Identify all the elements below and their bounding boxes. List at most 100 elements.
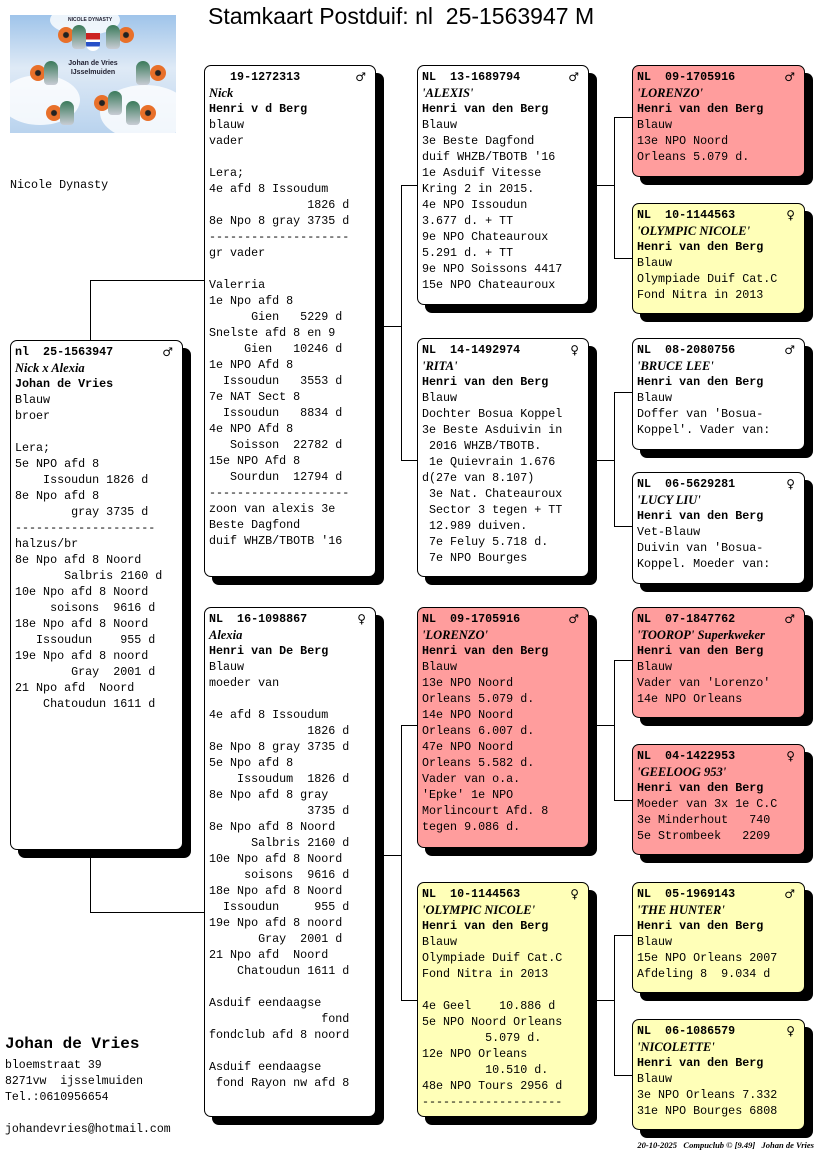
card-line: 9e NPO Soissons 4417 (422, 262, 563, 276)
card-line: Sourdun 12794 d (209, 470, 343, 484)
pigeon-icon (136, 61, 150, 85)
card-line: Fond Nitra in 2013 (422, 967, 549, 981)
male-icon: ♂ (784, 612, 795, 626)
connector-line (614, 526, 632, 527)
connector-line (597, 460, 614, 461)
connector-line (614, 258, 632, 259)
connector-line (384, 326, 401, 327)
connector-line (90, 850, 91, 912)
card-line: Blauw (637, 1072, 673, 1086)
card-line: vader (209, 134, 245, 148)
male-icon: ♂ (784, 887, 795, 901)
card-line: 19e Npo afd 8 noord (15, 649, 149, 663)
ring-number: nl 25-1563947 (15, 345, 114, 359)
card-line: 1e Asduif Vitesse (422, 166, 542, 180)
card-line: blauw (209, 118, 245, 132)
pigeon-name: 'OLYMPIC NICOLE' (637, 224, 751, 238)
card-line: Issoudun 955 d (209, 900, 350, 914)
pedigree-card-dsd: NL 04-1422953 ♀ 'GEELOOG 953' Henri van den… (632, 744, 805, 855)
card-line: 10.510 d. (422, 1063, 549, 1077)
card-line: 5e NPO afd 8 (15, 457, 100, 471)
card-line: 3735 d (209, 804, 350, 818)
card-line: Orleans 5.079 d. (637, 150, 750, 164)
owner-city: 8271vw ijsselmuiden (5, 1075, 144, 1088)
pedigree-card-dds: NL 05-1969143 ♂ 'THE HUNTER' Henri van den … (632, 882, 805, 993)
card-line: Moeder van 3x 1e C.C (637, 797, 778, 811)
card-line: 15e NPO Afd 8 (209, 454, 301, 468)
pedigree-card-ds: NL 09-1705916 ♂ 'LORENZO' Henri van den Ber… (417, 607, 589, 848)
card-line (209, 979, 371, 995)
male-icon: ♂ (784, 70, 795, 84)
card-line: 21 Npo afd Noord (15, 681, 135, 695)
ring-number: NL 09-1705916 (637, 70, 736, 84)
card-line: Lera; (15, 441, 51, 455)
logo-top-text: NICOLE DYNASTY (68, 17, 113, 23)
ring-number: NL 13-1689794 (422, 70, 521, 84)
breeder-name: Henri van den Berg (422, 102, 549, 116)
card-line: 12e NPO Orleans (422, 1047, 528, 1061)
card-line: -------------------- (422, 1095, 563, 1109)
card-line: Gray 2001 d (209, 932, 343, 946)
breeder-name: Henri van den Berg (422, 644, 549, 658)
pigeon-name: 'GEELOOG 953' (637, 765, 727, 779)
connector-line (401, 725, 402, 1000)
card-line: 48e NPO Tours 2956 d (422, 1079, 563, 1093)
card-line: 18e Npo afd 8 Noord (209, 884, 343, 898)
card-line: Blauw (637, 391, 673, 405)
card-line: 10e Npo afd 8 Noord (15, 585, 149, 599)
card-line: 5e NPO Noord Orleans (422, 1015, 563, 1029)
female-icon: ♀ (786, 208, 795, 222)
connector-line (401, 185, 417, 186)
card-line: Issoudun 1826 d (15, 473, 149, 487)
pigeon-icon (72, 25, 86, 49)
card-line: Snelste afd 8 en 9 (209, 326, 336, 340)
connector-line (614, 935, 632, 936)
pedigree-card-subject: nl 25-1563947 ♂ Nick x Alexia Johan de Vrie… (10, 340, 183, 850)
male-icon: ♂ (355, 70, 366, 84)
ring-number: NL 10-1144563 (422, 887, 521, 901)
ring-number: NL 04-1422953 (637, 749, 736, 763)
card-line (209, 691, 371, 707)
card-line: Duivin van 'Bosua- (637, 541, 764, 555)
pigeon-name: 'LUCY LIU' (637, 493, 701, 507)
pigeon-name: 'BRUCE LEE' (637, 359, 714, 373)
card-line: 8e Npo afd 8 gray (209, 788, 329, 802)
pigeon-name: 'LORENZO' (637, 86, 703, 100)
card-line: 15e NPO Orleans 2007 (637, 951, 778, 965)
connector-line (401, 725, 417, 726)
page-title: Stamkaart Postduif: nl 25-1563947 M (208, 3, 595, 29)
card-line: 'Epke' 1e NPO (422, 788, 514, 802)
pigeon-icon (60, 101, 74, 125)
card-line: 8e Npo afd 8 Noord (15, 553, 142, 567)
card-line: 10e Npo afd 8 Noord (209, 852, 343, 866)
card-line: Fond Nitra in 2013 (637, 288, 764, 302)
card-line: Salbris 2160 d (209, 836, 350, 850)
card-line: Vet-Blauw (637, 525, 701, 539)
card-line: Blauw (637, 256, 673, 270)
connector-line (597, 185, 614, 186)
pigeon-name: 'OLYMPIC NICOLE' (422, 903, 536, 917)
card-line: 13e NPO Noord (422, 676, 514, 690)
pedigree-card-dd: NL 10-1144563 ♀ 'OLYMPIC NICOLE' Henri van … (417, 882, 589, 1117)
breeder-name: Henri van den Berg (422, 919, 549, 933)
card-line: Issoudun 8834 d (209, 406, 343, 420)
owner-email[interactable]: johandevries@hotmail.com (5, 1123, 171, 1136)
connector-line (90, 280, 204, 281)
card-line: 31e NPO Bourges 6808 (637, 1104, 778, 1118)
connector-line (614, 392, 615, 526)
card-line: halzus/br (15, 537, 79, 551)
card-line: Orleans 6.007 d. (422, 724, 535, 738)
pigeon-icon (126, 101, 140, 125)
card-line: 7e NAT Sect 8 (209, 390, 301, 404)
card-line: Gray 2001 d (15, 665, 156, 679)
card-line: 12.989 duiven. (422, 519, 528, 533)
female-icon: ♀ (786, 1024, 795, 1038)
pedigree-card-dam: NL 16-1098867 ♀ Alexia Henri van De Berg Bla… (204, 607, 376, 1117)
pigeon-eye-icon (94, 95, 110, 111)
card-line: 4e afd 8 Issoudum (209, 708, 329, 722)
pigeon-name: Nick x Alexia (15, 361, 85, 375)
card-line: 47e NPO Noord (422, 740, 514, 754)
pigeon-eye-icon (30, 65, 46, 81)
male-icon: ♂ (162, 345, 173, 359)
card-line: duif WHZB/TBOTB '16 (209, 534, 343, 548)
